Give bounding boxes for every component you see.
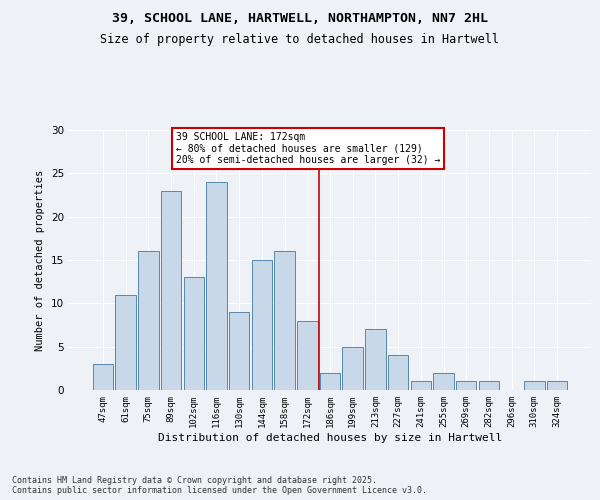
- Bar: [274, 252, 295, 390]
- Bar: [138, 252, 158, 390]
- Bar: [320, 372, 340, 390]
- Bar: [93, 364, 113, 390]
- Bar: [251, 260, 272, 390]
- Bar: [433, 372, 454, 390]
- Text: 39, SCHOOL LANE, HARTWELL, NORTHAMPTON, NN7 2HL: 39, SCHOOL LANE, HARTWELL, NORTHAMPTON, …: [112, 12, 488, 26]
- Bar: [229, 312, 250, 390]
- Bar: [388, 356, 409, 390]
- Bar: [161, 190, 181, 390]
- Bar: [456, 382, 476, 390]
- Bar: [206, 182, 227, 390]
- Text: 39 SCHOOL LANE: 172sqm
← 80% of detached houses are smaller (129)
20% of semi-de: 39 SCHOOL LANE: 172sqm ← 80% of detached…: [176, 132, 440, 165]
- Bar: [297, 320, 317, 390]
- Y-axis label: Number of detached properties: Number of detached properties: [35, 170, 46, 350]
- Bar: [365, 330, 386, 390]
- Bar: [479, 382, 499, 390]
- X-axis label: Distribution of detached houses by size in Hartwell: Distribution of detached houses by size …: [158, 432, 502, 442]
- Bar: [410, 382, 431, 390]
- Bar: [115, 294, 136, 390]
- Text: Size of property relative to detached houses in Hartwell: Size of property relative to detached ho…: [101, 32, 499, 46]
- Bar: [184, 278, 204, 390]
- Bar: [547, 382, 567, 390]
- Bar: [343, 346, 363, 390]
- Text: Contains HM Land Registry data © Crown copyright and database right 2025.
Contai: Contains HM Land Registry data © Crown c…: [12, 476, 427, 495]
- Bar: [524, 382, 545, 390]
